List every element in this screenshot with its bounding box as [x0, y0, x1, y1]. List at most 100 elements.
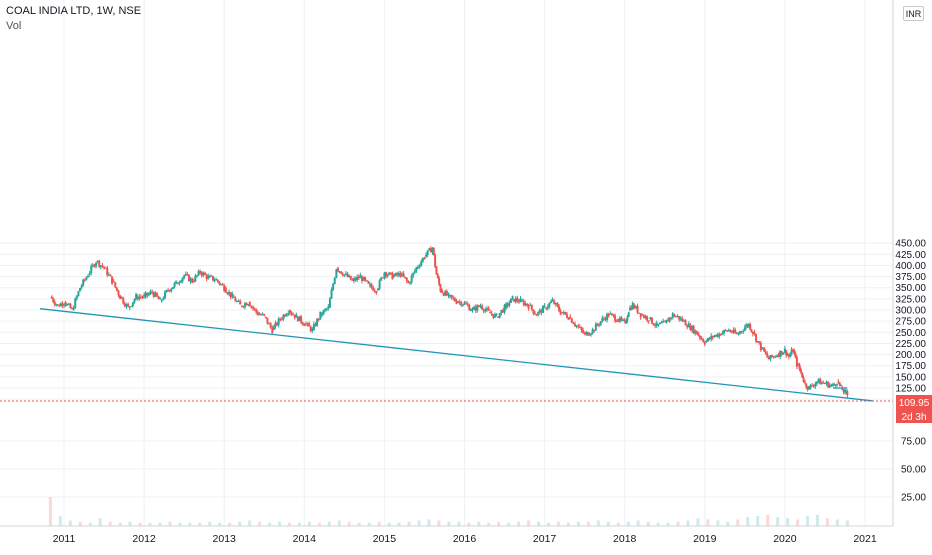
- volume-indicator-label[interactable]: Vol: [6, 20, 22, 32]
- up-candle: [732, 327, 735, 334]
- candle-body: [830, 384, 833, 386]
- down-candle: [452, 295, 455, 301]
- candle-layer: [50, 246, 849, 398]
- down-candle: [724, 328, 727, 332]
- down-candle: [83, 278, 86, 282]
- volume-bar: [148, 522, 152, 526]
- time-axis-labels[interactable]: 2011 2012 2013 2014 2015 2016 2017 2018 2019 2020…: [53, 533, 877, 545]
- down-candle: [633, 303, 636, 309]
- down-candle: [673, 313, 676, 318]
- up-candle: [277, 316, 280, 328]
- candle-body: [516, 298, 519, 302]
- candle-body: [417, 266, 420, 268]
- candle-body: [769, 355, 772, 360]
- down-candle: [439, 283, 442, 293]
- down-candle: [561, 312, 564, 314]
- candle-body: [612, 314, 615, 316]
- price-tag: 109.95 2d 3h: [896, 395, 932, 423]
- candle-body: [333, 277, 336, 284]
- candle-body: [359, 275, 362, 279]
- up-candle: [601, 315, 604, 323]
- candle-body: [533, 313, 536, 315]
- candle-body: [279, 318, 282, 320]
- volume-bar: [527, 520, 531, 526]
- down-candle: [652, 323, 655, 326]
- down-candle: [385, 271, 388, 279]
- down-candle: [791, 348, 794, 353]
- down-candle: [354, 276, 357, 282]
- candle-body: [577, 325, 580, 327]
- down-candle: [684, 319, 687, 326]
- annotation-layer[interactable]: [39, 308, 874, 402]
- candle-body: [138, 296, 141, 300]
- candle-body: [154, 292, 157, 297]
- up-candle: [745, 322, 748, 330]
- candle-body: [356, 276, 359, 281]
- up-candle: [715, 334, 718, 338]
- down-candle: [497, 316, 500, 319]
- candle-body: [242, 306, 245, 308]
- down-candle: [61, 300, 64, 309]
- down-candle: [819, 377, 822, 385]
- symbol-title[interactable]: COAL INDIA LTD, 1W, NSE: [6, 5, 142, 17]
- candle-body: [404, 276, 407, 279]
- up-candle: [588, 332, 591, 336]
- down-candle: [221, 282, 224, 286]
- candle-body: [458, 301, 461, 303]
- candle-body: [103, 266, 106, 268]
- trendline[interactable]: [39, 308, 874, 402]
- candle-body: [396, 273, 399, 276]
- candle-body: [767, 356, 770, 360]
- up-candle: [591, 327, 594, 335]
- down-candle: [794, 351, 797, 359]
- candle-body: [838, 382, 841, 386]
- price-tick-label: 50.00: [901, 465, 926, 476]
- down-candle: [566, 312, 569, 319]
- candle-body: [682, 320, 685, 322]
- volume-bar: [676, 521, 680, 526]
- volume-bar: [696, 518, 700, 526]
- candle-body: [779, 351, 782, 357]
- candle-body: [564, 311, 567, 315]
- down-candle: [793, 348, 796, 356]
- down-candle: [157, 295, 160, 300]
- candle-body: [244, 303, 247, 307]
- candle-body: [402, 273, 405, 277]
- volume-bar: [706, 519, 710, 526]
- candle-body: [703, 342, 706, 345]
- currency-badge[interactable]: INR: [903, 6, 924, 21]
- down-candle: [423, 256, 426, 260]
- up-candle: [410, 273, 413, 285]
- down-candle: [375, 290, 378, 295]
- up-candle: [149, 289, 152, 295]
- up-candle: [415, 266, 418, 274]
- price-tick-label: 450.00: [895, 239, 926, 250]
- volume-bar: [347, 521, 351, 526]
- up-candle: [197, 269, 200, 277]
- up-candle: [723, 329, 726, 336]
- up-candle: [843, 388, 846, 395]
- up-candle: [130, 305, 133, 307]
- candle-body: [256, 312, 259, 315]
- candle-body: [487, 308, 490, 311]
- candle-body: [825, 381, 828, 384]
- up-candle: [479, 303, 482, 309]
- down-candle: [71, 307, 74, 310]
- down-candle: [700, 336, 703, 341]
- up-candle: [327, 303, 330, 311]
- candle-body: [671, 313, 674, 318]
- candle-body: [160, 299, 163, 302]
- candle-body: [122, 298, 125, 304]
- up-candle: [376, 287, 379, 292]
- up-candle: [421, 257, 424, 263]
- down-candle: [801, 372, 804, 378]
- price-axis-labels[interactable]: 450.00425.00400.00375.00350.00325.00300.…: [895, 239, 926, 504]
- candle-body: [582, 330, 585, 333]
- down-candle: [482, 308, 485, 314]
- down-candle: [805, 383, 808, 390]
- up-candle: [170, 287, 173, 293]
- up-candle: [772, 356, 775, 359]
- up-candle: [258, 311, 261, 316]
